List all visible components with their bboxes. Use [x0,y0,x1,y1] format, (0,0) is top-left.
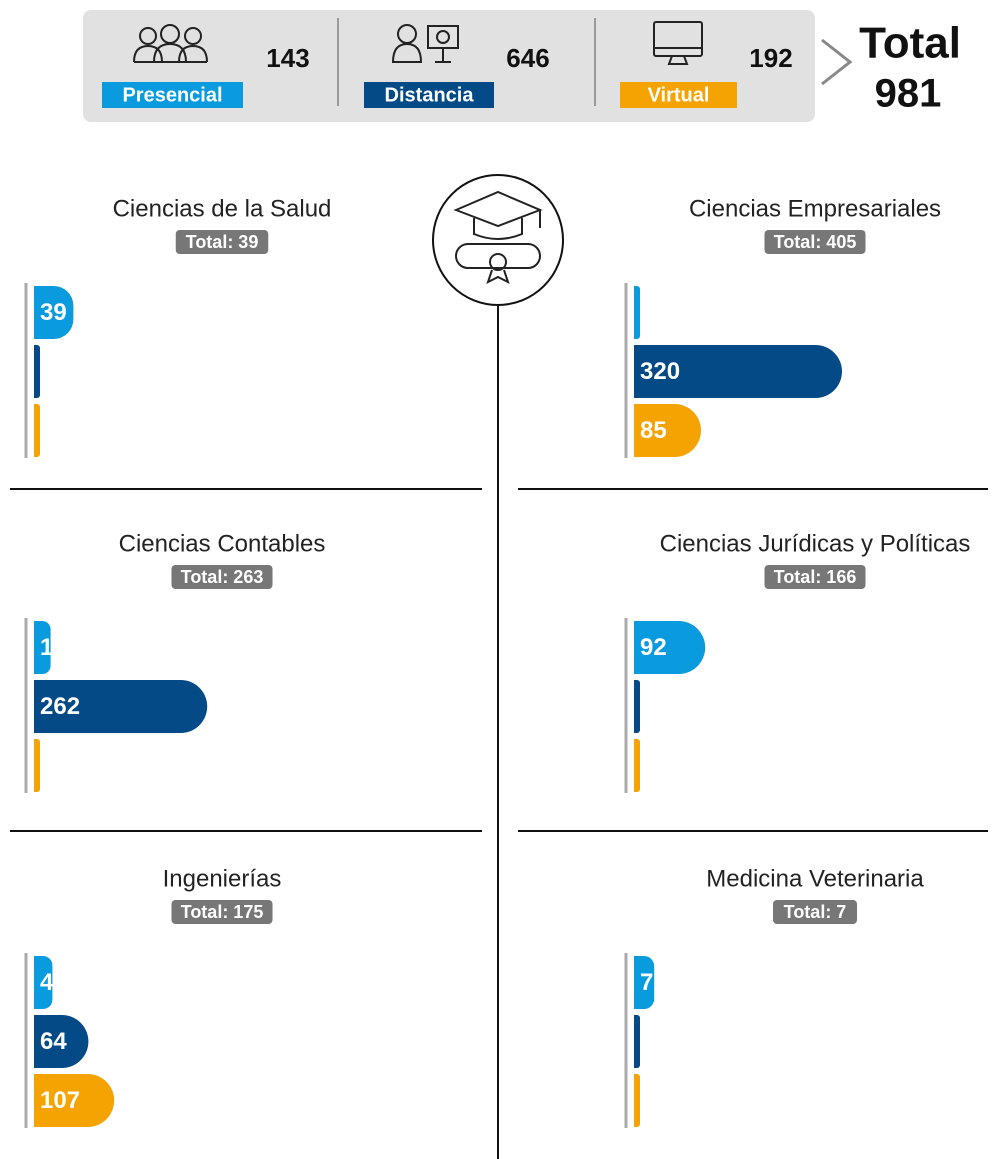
bar [634,739,640,792]
mode-badge [102,82,243,108]
mode-label: Virtual [648,84,710,106]
bar [34,404,40,457]
bar [634,956,655,1009]
bar-label: 107 [40,1087,80,1114]
total-badge [764,230,866,254]
faculty-total: Total: 39 [186,232,259,252]
bar [634,345,842,398]
faculty-title: Ciencias Empresariales [689,195,941,222]
faculty-title: Medicina Veterinaria [706,865,924,892]
faculty-title: Ciencias de la Salud [113,195,332,222]
faculty-total: Total: 7 [784,902,847,922]
bar [33,1074,115,1127]
total-badge [171,900,273,924]
mode-badge [620,82,737,108]
total-value: 981 [875,72,942,116]
bar [634,1074,640,1127]
faculty-total: Total: 175 [181,902,264,922]
faculty-total: Total: 405 [774,232,857,252]
distance-icon [391,24,459,63]
bar [634,680,640,733]
mode-label: Distancia [385,84,475,106]
bar [34,345,40,398]
people-icon [133,24,208,63]
faculty-total: Total: 166 [774,567,857,587]
bar-label: 85 [640,417,667,444]
bar-label: 92 [640,634,667,661]
total-badge [171,565,273,589]
faculty-total: Total: 263 [181,567,264,587]
bar-label: 1 [40,634,53,661]
total-badge [773,900,857,924]
total-badge [764,565,866,589]
bar [634,286,640,339]
monitor-icon [653,21,703,65]
bar [634,404,701,457]
mode-badge [364,82,494,108]
bar [34,956,53,1009]
bar-label: 64 [40,1028,67,1055]
total-label: Total [859,19,961,68]
bar [34,1015,89,1068]
bar-label: 7 [640,969,653,996]
total-badge [175,230,269,254]
faculty-title: Ingenierías [163,865,282,892]
chevron [821,38,853,86]
bar-label: 320 [640,358,680,385]
graduation-icon [453,190,543,284]
bar [34,286,74,340]
mode-value: 646 [506,43,549,73]
bar [34,680,208,733]
faculty-title: Ciencias Jurídicas y Políticas [660,530,971,557]
mode-value: 192 [749,43,792,73]
bar-label: 39 [40,299,67,326]
faculty-title: Ciencias Contables [119,530,326,557]
mode-label: Presencial [122,84,222,106]
bar-label: 4 [40,969,54,996]
bar [634,621,706,674]
bar [34,621,51,674]
bar-label: 262 [40,693,80,720]
bar [34,739,40,792]
bar [634,1015,640,1068]
mode-value: 143 [266,43,309,73]
